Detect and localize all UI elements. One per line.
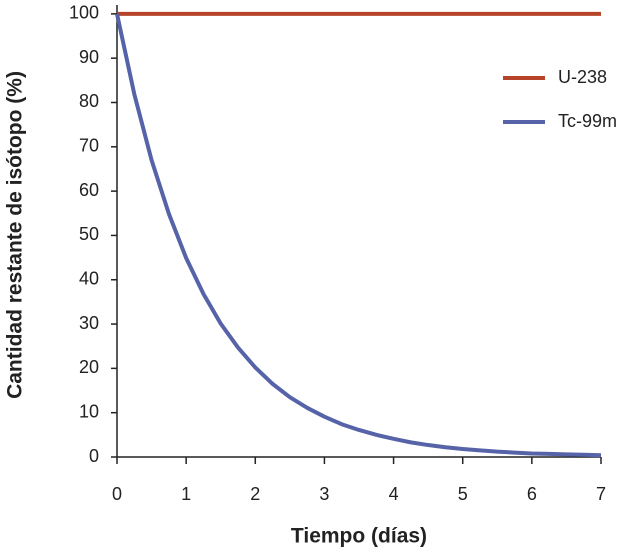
- x-tick-label: 4: [389, 484, 399, 504]
- x-tick-label: 0: [112, 484, 122, 504]
- y-tick-label: 20: [79, 357, 99, 377]
- y-tick-label: 50: [79, 224, 99, 244]
- x-tick-label: 5: [458, 484, 468, 504]
- series-line: [115, 13, 602, 458]
- x-tick-label: 6: [527, 484, 537, 504]
- x-tick-label: 7: [596, 484, 606, 504]
- y-tick-label: 70: [79, 136, 99, 156]
- legend-label: Tc-99m: [558, 111, 617, 131]
- y-tick-label: 60: [79, 180, 99, 200]
- y-tick-label: 30: [79, 313, 99, 333]
- x-tick-label: 2: [250, 484, 260, 504]
- legend-label: U-238: [558, 67, 607, 87]
- y-tick-label: 10: [79, 401, 99, 421]
- x-tick-label: 3: [319, 484, 329, 504]
- y-axis-title: Cantidad restante de isótopo (%): [4, 71, 27, 399]
- y-tick-label: 0: [89, 446, 99, 466]
- x-tick-label: 1: [181, 484, 191, 504]
- y-tick-label: 90: [79, 47, 99, 67]
- y-tick-label: 80: [79, 91, 99, 111]
- y-tick-label: 40: [79, 268, 99, 288]
- x-axis-title: Tiempo (días): [291, 525, 427, 548]
- y-tick-label: 100: [69, 3, 99, 23]
